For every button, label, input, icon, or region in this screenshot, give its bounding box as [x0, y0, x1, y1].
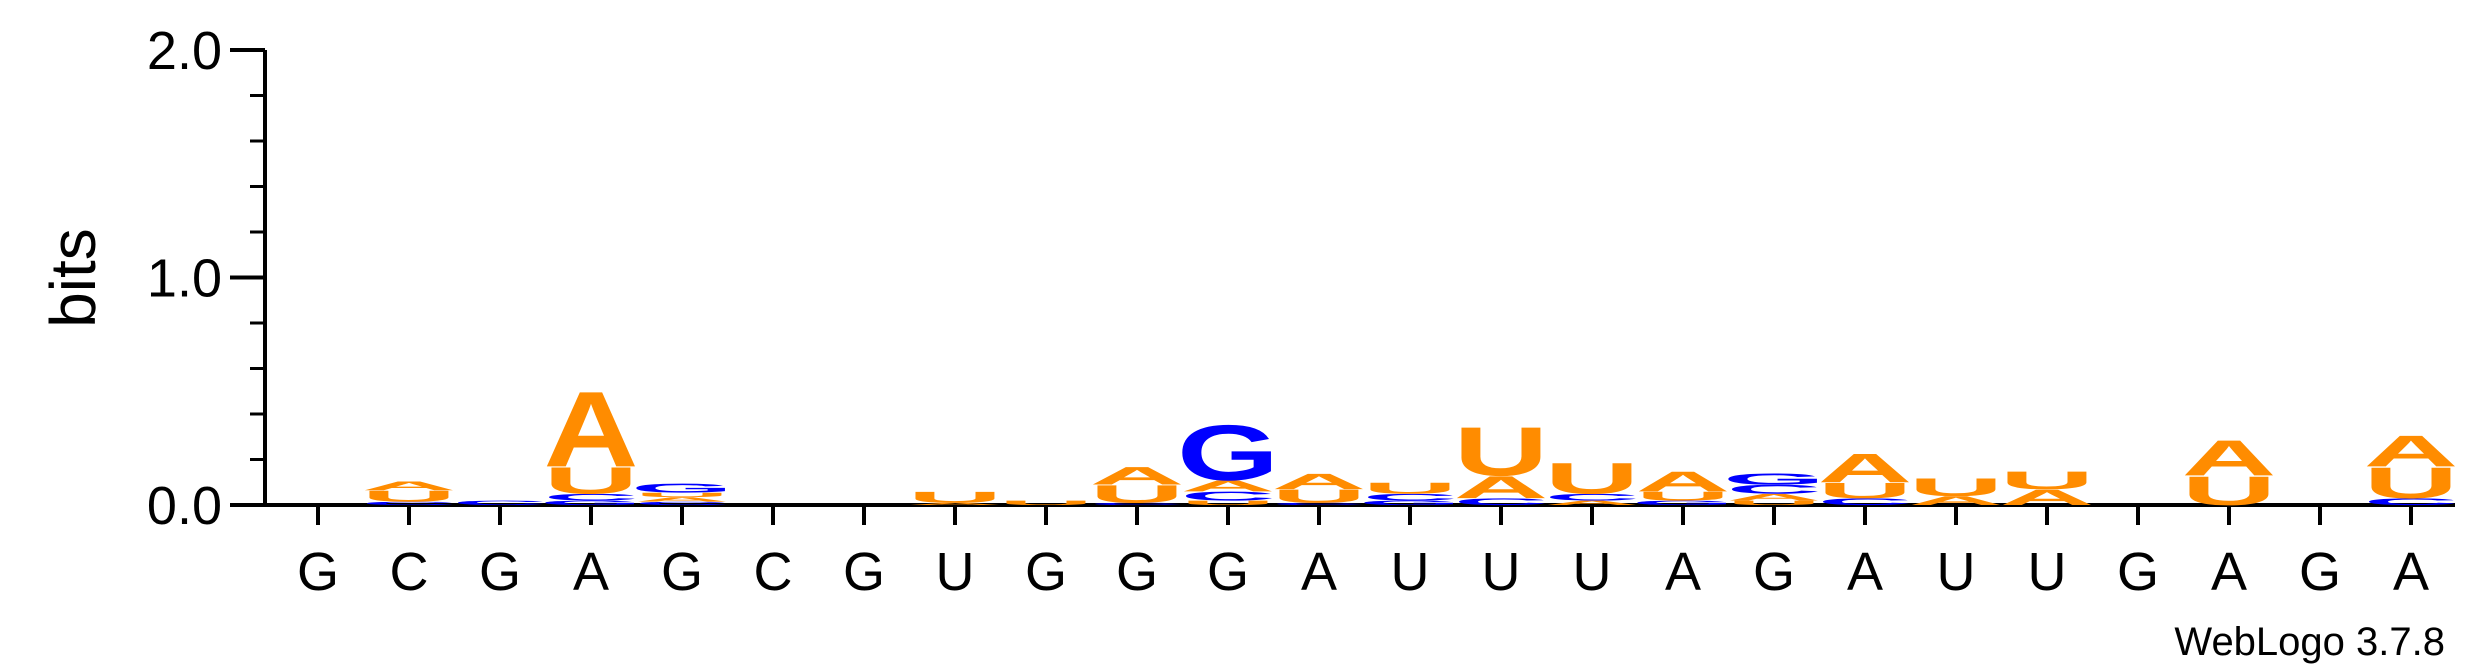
- position-label: A: [1665, 542, 1701, 602]
- logo-letter-a: A: [544, 370, 639, 490]
- position-label: G: [2117, 542, 2159, 602]
- logo-letter-g: G: [631, 481, 733, 495]
- logo-letter-a: A: [362, 479, 457, 493]
- logo-letter-u: U: [544, 459, 639, 501]
- logo-letter-a: A: [1090, 462, 1185, 490]
- logo-letter-u: U: [2182, 468, 2277, 514]
- y-tick-label: 1.0: [147, 249, 222, 309]
- logo-letter-c: C: [1363, 492, 1458, 503]
- logo-letter-c: C: [2364, 496, 2459, 507]
- logo-letter-c: C: [1454, 496, 1549, 507]
- logo-letter-c: C: [1818, 496, 1913, 507]
- position-label: U: [936, 542, 975, 602]
- position-label: G: [297, 542, 339, 602]
- logo-letter-u: U: [1181, 499, 1276, 506]
- y-tick-label: 0.0: [147, 476, 222, 536]
- y-tick-label: 2.0: [147, 21, 222, 81]
- logo-letter-u: U: [1636, 489, 1731, 503]
- position-label: C: [390, 542, 429, 602]
- logo-letter-g: G: [1177, 409, 1279, 497]
- position-label: U: [1573, 542, 1612, 602]
- logo-letter-a: A: [1272, 469, 1367, 494]
- logo-letter-c: C: [1090, 502, 1185, 506]
- weblogo-credit: WebLogo 3.7.8: [2174, 620, 2445, 664]
- logo-letter-u: U: [1727, 499, 1822, 506]
- logo-letter-a: A: [908, 502, 1003, 506]
- position-label: G: [843, 542, 885, 602]
- logo-letter-c: C: [453, 499, 548, 506]
- logo-letter-c: C: [1181, 489, 1276, 503]
- position-label: A: [1847, 542, 1883, 602]
- position-label: A: [573, 542, 609, 602]
- logo-letter-u: U: [1545, 453, 1640, 503]
- position-label: G: [661, 542, 703, 602]
- logo-letter-a: A: [1818, 445, 1913, 491]
- logo-letter-a: A: [2000, 485, 2095, 510]
- letter-stacks: CUACGCUACAUGAUUCUAUCAGCUAGCUCAUACUGUAUAC…: [362, 370, 2459, 514]
- logo-letter-u: U: [362, 487, 457, 505]
- position-label: G: [1753, 542, 1795, 602]
- position-label: A: [1301, 542, 1337, 602]
- position-label: C: [754, 542, 793, 602]
- logo-letter-g: G: [1632, 499, 1734, 506]
- position-label: U: [1391, 542, 1430, 602]
- logo-letter-u: U: [1818, 478, 1913, 503]
- position-label: G: [2299, 542, 2341, 602]
- position-label: G: [1116, 542, 1158, 602]
- logo-letter-u: U: [2000, 466, 2095, 494]
- logo-letter-a: A: [2364, 426, 2459, 476]
- logo-letter-a: A: [635, 496, 730, 503]
- logo-letter-c: C: [544, 492, 639, 503]
- logo-letter-a: A: [2182, 430, 2277, 486]
- position-label: G: [479, 542, 521, 602]
- logo-letter-c: C: [1272, 502, 1367, 506]
- y-ticks: 0.0 1.0 2.0: [147, 21, 265, 536]
- position-label: U: [1482, 542, 1521, 602]
- logo-letter-a: A: [1636, 466, 1731, 498]
- logo-letter-c: C: [362, 501, 457, 506]
- position-label: U: [2028, 542, 2067, 602]
- logo-letter-u: U: [635, 491, 730, 498]
- logo-letter-a: A: [1727, 492, 1822, 503]
- logo-letter-g: G: [540, 499, 642, 506]
- position-label: A: [2393, 542, 2429, 602]
- y-axis-title: bits: [37, 228, 109, 328]
- position-label: A: [2211, 542, 2247, 602]
- position-label: U: [1937, 542, 1976, 602]
- logo-letter-g: G: [1723, 470, 1825, 488]
- position-label: G: [1207, 542, 1249, 602]
- position-label: G: [1025, 542, 1067, 602]
- logo-letter-u: U: [1090, 480, 1185, 508]
- logo-letter-u: U: [999, 499, 1094, 506]
- logo-letter-c: C: [1727, 482, 1822, 496]
- logo-letter-c: C: [1545, 492, 1640, 503]
- y-axis: 0.0 1.0 2.0 bits: [37, 21, 267, 536]
- logo-letter-u: U: [1909, 473, 2004, 501]
- logo-letter-u: U: [2364, 458, 2459, 508]
- logo-letter-a: A: [1545, 499, 1640, 506]
- logo-letter-a: A: [1181, 477, 1276, 495]
- logo-letter-u: U: [1272, 486, 1367, 507]
- logo-letter-u: U: [1363, 479, 1458, 497]
- logo-letter-u: U: [908, 488, 1003, 506]
- logo-letter-a: A: [1454, 470, 1549, 505]
- logo-letter-c: C: [635, 501, 730, 506]
- logo-letter-a: A: [1909, 494, 2004, 508]
- logo-letter-g: G: [1359, 499, 1461, 506]
- logo-letter-u: U: [1454, 413, 1549, 490]
